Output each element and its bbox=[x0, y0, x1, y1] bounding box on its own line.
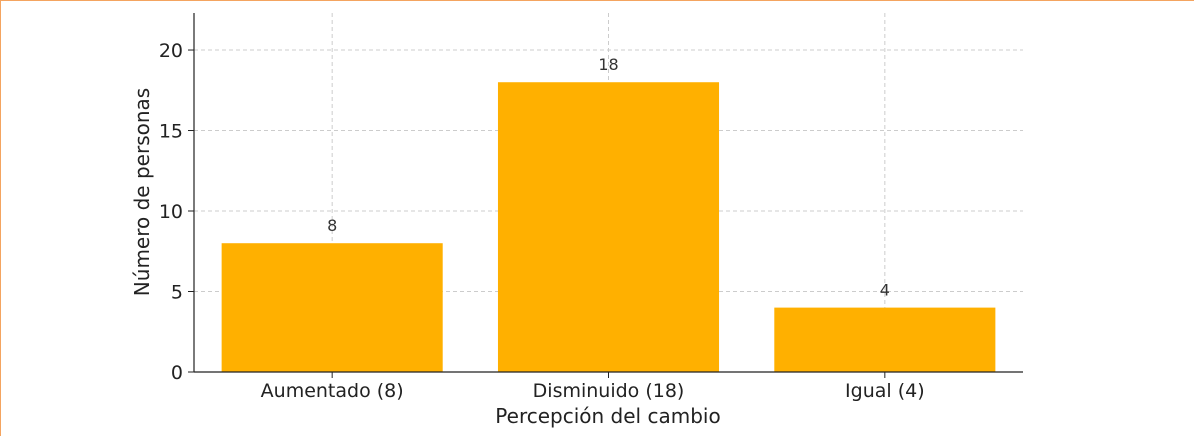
y-tick-label: 0 bbox=[171, 362, 183, 384]
data-label: 8 bbox=[327, 216, 337, 235]
x-tick-label: Aumentado (8) bbox=[261, 380, 404, 402]
data-labels: 8 18 4 bbox=[327, 55, 890, 299]
x-ticks: Aumentado (8) Disminuido (18) Igual (4) bbox=[261, 372, 925, 402]
y-axis-title: Número de personas bbox=[130, 88, 154, 296]
bar bbox=[221, 243, 443, 372]
y-tick-label: 5 bbox=[171, 282, 183, 304]
y-tick-label: 20 bbox=[159, 40, 183, 62]
x-axis-title: Percepción del cambio bbox=[495, 404, 720, 428]
bar bbox=[774, 307, 996, 372]
bars bbox=[221, 82, 996, 372]
y-tick-label: 15 bbox=[159, 121, 183, 143]
bar bbox=[497, 82, 720, 372]
data-label: 4 bbox=[880, 281, 890, 300]
y-ticks: 0 5 10 15 20 bbox=[159, 40, 194, 384]
data-label: 18 bbox=[598, 55, 618, 74]
x-tick-label: Igual (4) bbox=[845, 380, 925, 402]
x-tick-label: Disminuido (18) bbox=[533, 380, 685, 402]
y-tick-label: 10 bbox=[159, 201, 183, 223]
